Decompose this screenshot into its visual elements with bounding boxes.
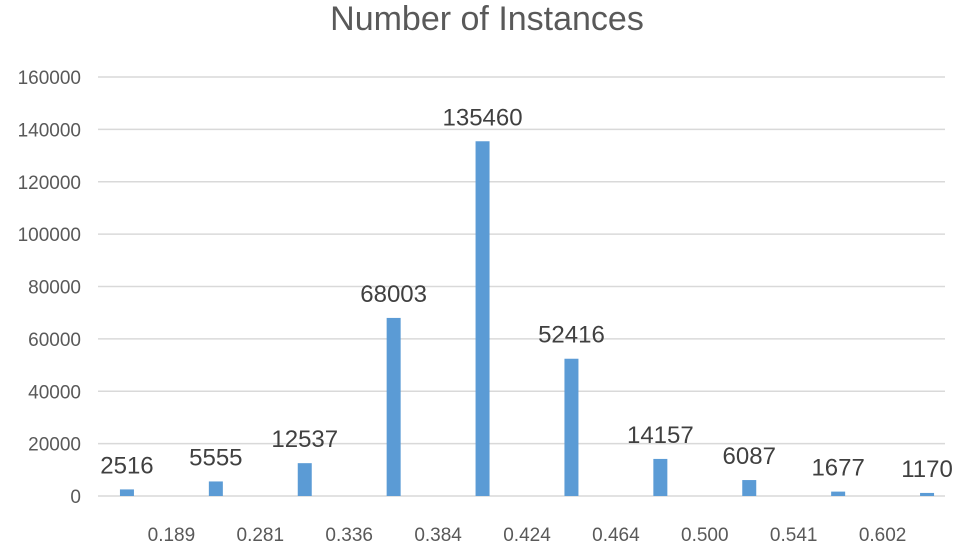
y-tick-label: 60000	[28, 330, 81, 351]
bar	[208, 481, 223, 496]
x-tick-label: 0.384	[414, 525, 462, 544]
x-tick-label: 0.541	[770, 525, 818, 544]
y-tick-label: 80000	[28, 278, 81, 299]
y-tick-label: 100000	[18, 225, 81, 246]
bar	[119, 489, 134, 496]
bar	[920, 492, 935, 496]
y-tick-label: 160000	[18, 68, 81, 89]
x-tick-label: 0.189	[148, 525, 196, 544]
gridlines	[98, 76, 945, 497]
x-tick-label: 0.336	[325, 525, 373, 544]
y-tick-label: 140000	[18, 120, 81, 141]
bars	[119, 141, 935, 496]
bar	[297, 463, 312, 496]
data-label: 135460	[443, 104, 523, 131]
y-tick-label: 20000	[28, 435, 81, 456]
x-tick-label: 0.424	[503, 525, 551, 544]
data-label: 6087	[723, 443, 776, 470]
x-tick-label: 0.281	[237, 525, 285, 544]
data-label: 5555	[189, 444, 242, 471]
x-tick-label: 0.500	[681, 525, 729, 544]
y-tick-label: 120000	[18, 173, 81, 194]
data-label: 1170	[901, 456, 953, 483]
y-tick-label: 40000	[28, 382, 81, 403]
bar	[742, 480, 757, 496]
bar	[386, 317, 401, 496]
data-label: 1677	[811, 455, 864, 482]
data-label: 52416	[538, 322, 605, 349]
bar	[831, 491, 846, 496]
bar	[653, 458, 668, 496]
data-label: 12537	[271, 426, 338, 453]
chart-title: Number of Instances	[330, 0, 644, 38]
y-tick-label: 0	[70, 487, 81, 508]
y-axis-ticks: 0 20000 40000 60000 80000 100000 120000 140000 1…	[18, 68, 81, 508]
x-tick-label: 0.602	[859, 525, 907, 544]
bar	[475, 141, 490, 496]
data-label: 14157	[627, 422, 694, 449]
data-label: 2516	[100, 452, 153, 479]
data-labels: 2516 5555 12537 68003 135460 52416 14157 6087 16…	[100, 104, 953, 483]
data-label: 68003	[360, 281, 427, 308]
x-axis-ticks: 0.189 0.281 0.336 0.384 0.424 0.464 0.500 0.541…	[148, 525, 907, 544]
bar	[564, 358, 579, 496]
x-tick-label: 0.464	[592, 525, 640, 544]
